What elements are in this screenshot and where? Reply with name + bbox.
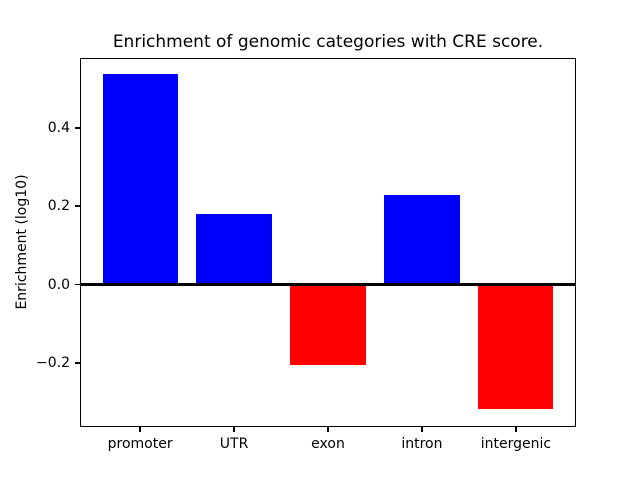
chart-title: Enrichment of genomic categories with CR…	[112, 32, 544, 52]
y-tick-mark	[75, 283, 80, 286]
y-tick-label: 0.4	[47, 119, 70, 136]
y-tick-mark	[75, 205, 80, 207]
bar-exon	[290, 284, 366, 366]
zero-line	[80, 283, 576, 287]
bar-intron	[384, 195, 460, 285]
y-tick-mark	[75, 362, 80, 364]
x-tick-label: exon	[311, 436, 345, 452]
y-tick-label: 0.0	[47, 276, 70, 293]
y-tick-mark	[75, 127, 80, 129]
bar-intergenic	[478, 284, 554, 410]
x-tick-mark	[139, 427, 141, 432]
x-tick-label: intergenic	[480, 436, 552, 452]
x-tick-mark	[233, 427, 235, 432]
y-tick-label: 0.2	[47, 198, 70, 215]
x-tick-label: intron	[401, 436, 443, 452]
x-tick-mark	[327, 427, 329, 432]
y-tick-label: −0.2	[36, 355, 70, 372]
x-tick-label: UTR	[219, 436, 249, 452]
x-tick-mark	[421, 427, 423, 432]
bar-UTR	[196, 214, 272, 285]
x-tick-label: promoter	[107, 436, 173, 452]
bar-promoter	[102, 73, 178, 285]
x-tick-mark	[515, 427, 517, 432]
